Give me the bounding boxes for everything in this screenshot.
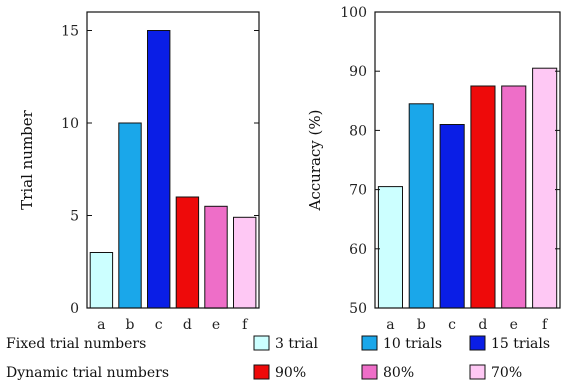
x-tick-label-acc-d: d <box>478 317 487 333</box>
accuracy-chart: a b c d e f 50 60 70 80 90 100 Accuracy (%) <box>306 5 561 333</box>
x-tick-label-trial-d: d <box>183 317 192 333</box>
trial-number-chart: a b c d e f 0 5 10 15 Trial number <box>18 11 260 333</box>
legend-item-label-1-2: 70% <box>491 365 522 381</box>
y-tick-label-acc-70: 70 <box>349 183 367 199</box>
legend-swatch-0-0 <box>253 335 270 351</box>
bar-acc-a <box>377 186 403 309</box>
y-tick-label-acc-90: 90 <box>349 64 367 80</box>
bar-trial-c <box>147 30 171 309</box>
legend: Fixed trial numbers 3 trial 10 trials 15 tr… <box>6 335 550 381</box>
bar-acc-e <box>501 85 527 309</box>
legend-swatch-0-1 <box>361 335 378 351</box>
bar-acc-b <box>408 103 434 309</box>
y-axis-label-acc: Accuracy (%) <box>306 109 324 211</box>
axes-frame-acc <box>374 11 561 309</box>
x-tick-label-trial-f: f <box>242 317 249 333</box>
bar-trial-f <box>233 216 257 309</box>
y-tick-label-acc-60: 60 <box>349 242 367 258</box>
x-tick-label-acc-e: e <box>510 317 518 333</box>
legend-row-label-0: Fixed trial numbers <box>6 336 146 352</box>
y-tick-label-trial-0: 0 <box>70 301 79 317</box>
y-tick-label-acc-100: 100 <box>340 5 367 21</box>
bar-trial-a <box>89 252 114 309</box>
x-tick-label-acc-b: b <box>417 317 426 333</box>
legend-item-label-1-1: 80% <box>383 365 414 381</box>
legend-row-label-1: Dynamic trial numbers <box>6 365 169 381</box>
bar-trial-b <box>118 122 142 309</box>
legend-swatch-1-0 <box>253 364 270 380</box>
bar-acc-d <box>470 85 496 309</box>
legend-swatch-1-1 <box>361 364 378 380</box>
legend-item-label-0-2: 15 trials <box>491 336 550 352</box>
bar-acc-c <box>439 124 465 309</box>
x-tick-label-acc-f: f <box>542 317 549 333</box>
legend-item-label-0-1: 10 trials <box>383 336 442 352</box>
x-tick-label-acc-c: c <box>448 317 456 333</box>
legend-item-label-1-0: 90% <box>275 365 306 381</box>
legend-swatch-0-2 <box>469 335 486 351</box>
legend-item-label-0-0: 3 trial <box>275 336 319 352</box>
y-tick-label-trial-15: 15 <box>61 24 79 40</box>
axes-frame-trial <box>86 11 260 309</box>
bar-acc-f <box>532 67 558 309</box>
x-tick-label-acc-a: a <box>386 317 394 333</box>
x-tick-label-trial-b: b <box>126 317 135 333</box>
y-tick-label-trial-10: 10 <box>61 116 79 132</box>
y-axis-label-trial: Trial number <box>18 109 36 210</box>
legend-swatch-1-2 <box>469 364 486 380</box>
x-tick-label-trial-c: c <box>155 317 163 333</box>
y-tick-label-acc-80: 80 <box>349 123 367 139</box>
y-tick-label-trial-5: 5 <box>70 209 79 225</box>
bar-trial-e <box>204 205 228 309</box>
bar-trial-d <box>175 196 200 309</box>
x-tick-label-trial-a: a <box>97 317 105 333</box>
x-tick-label-trial-e: e <box>212 317 220 333</box>
y-tick-label-acc-50: 50 <box>349 301 367 317</box>
